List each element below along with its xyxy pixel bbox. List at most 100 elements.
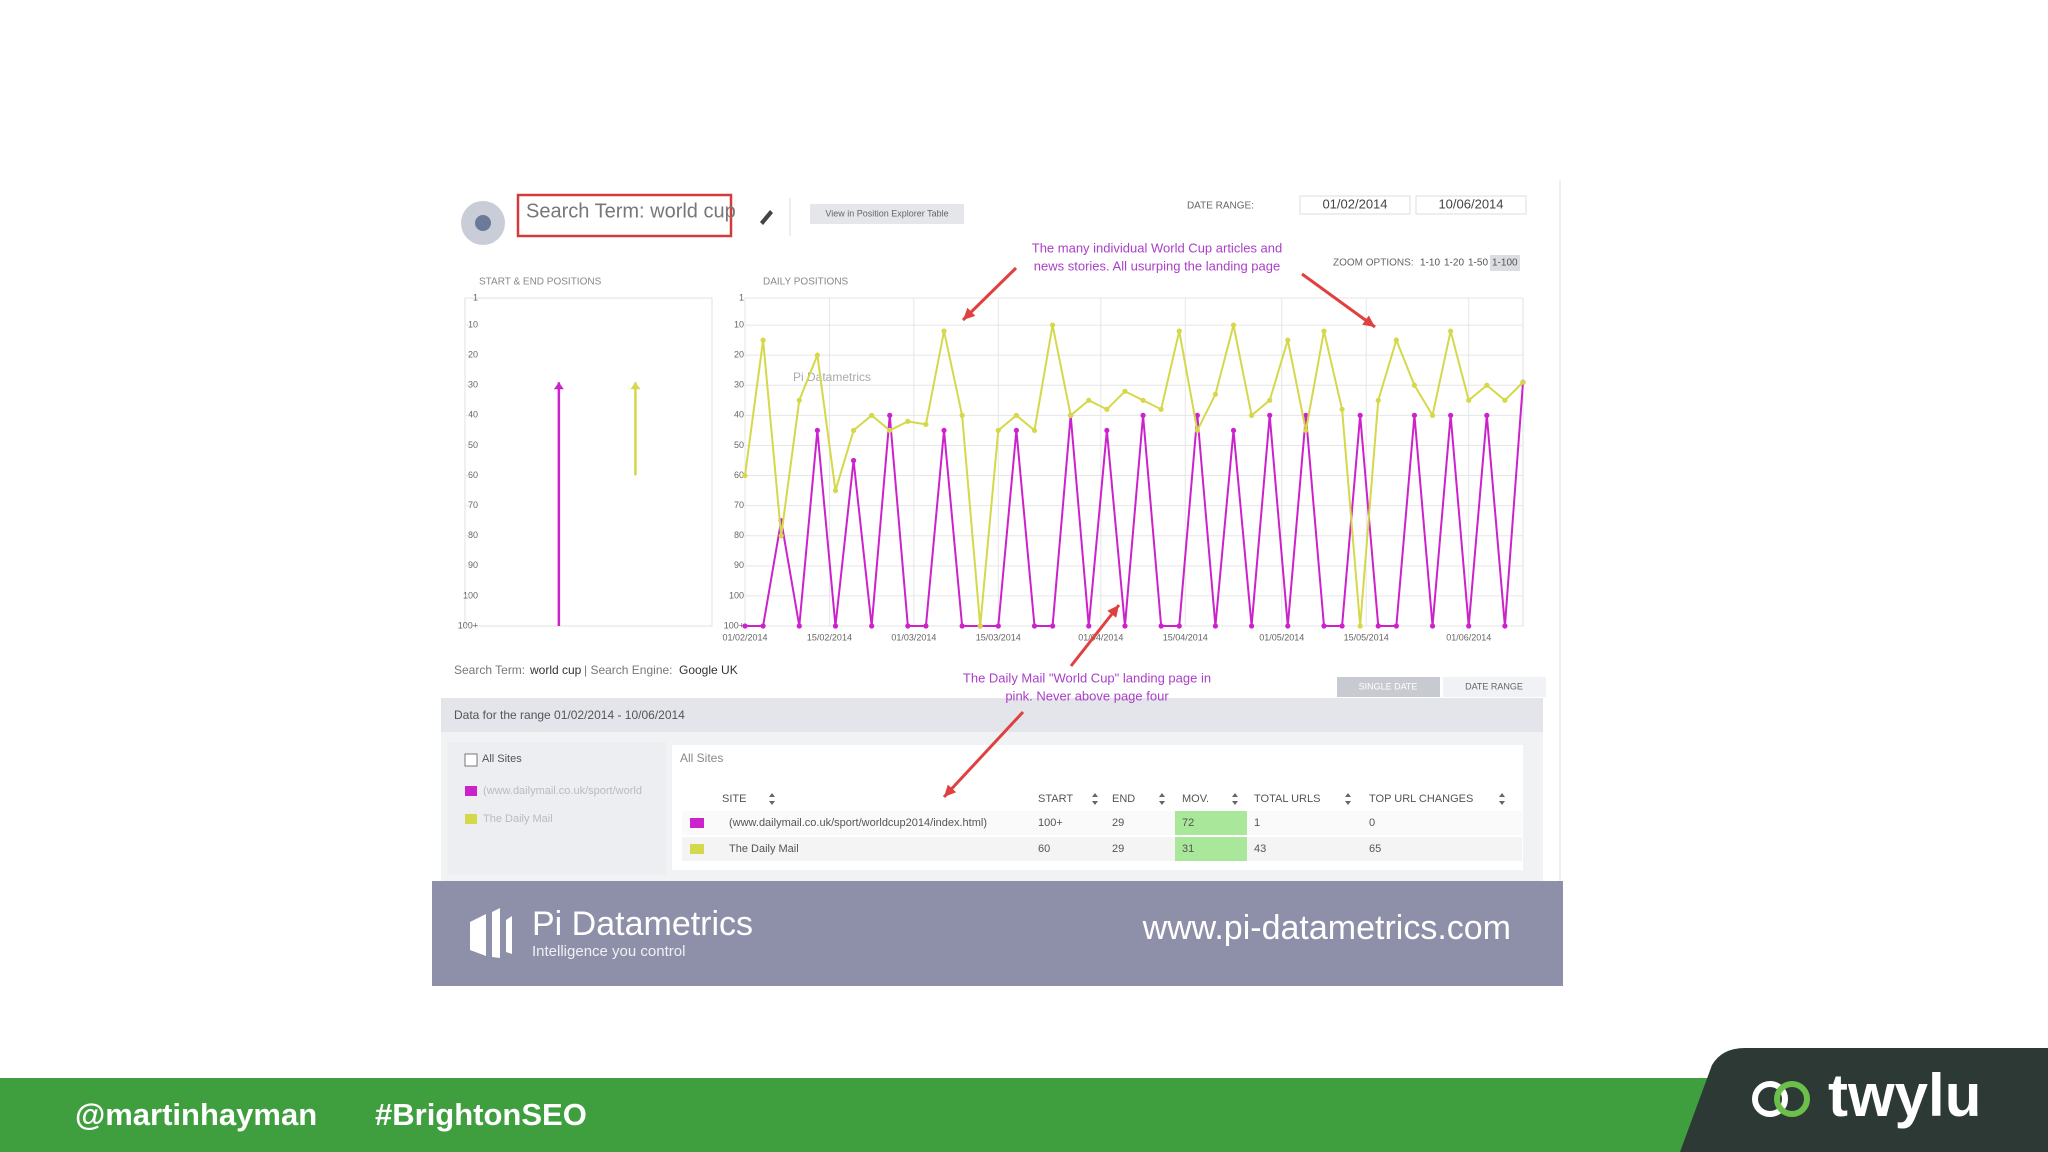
column-header[interactable]: MOV. [1182,793,1209,805]
mov-cell [1175,811,1247,835]
annotation: pink. Never above page four [1005,688,1169,703]
y-tick-label: 30 [734,380,744,390]
series-point [1194,412,1200,418]
table-cell: 31 [1182,843,1194,855]
y-tick-label: 10 [734,319,744,329]
series-point [814,352,820,358]
sort-icon[interactable] [1159,793,1165,805]
handle: @martinhayman [75,1097,317,1132]
y-tick-label: 100+ [458,620,478,630]
x-tick-label: 01/02/2014 [722,632,767,642]
sort-icon[interactable] [769,793,775,805]
profile-icon-dot [475,215,491,231]
series-point [941,328,947,334]
series-point [959,623,965,629]
series-point [1031,623,1038,629]
legend-label[interactable]: The Daily Mail [483,813,553,825]
x-tick-label: 15/05/2014 [1344,632,1389,642]
date-range-label: DATE RANGE: [1187,201,1254,212]
y-tick-label: 40 [468,410,478,420]
series-point [1194,427,1200,434]
series-line [745,382,1524,627]
arrow-head [963,307,976,320]
series-point [1140,397,1146,403]
series-point [1285,337,1291,343]
footer-brand: Pi Datametrics [532,905,753,943]
series-point [778,533,784,539]
series-point [1321,623,1327,629]
table-cell: 29 [1112,817,1124,829]
series-point [1429,412,1436,418]
series-point [923,623,929,629]
table-cell: 65 [1369,843,1381,855]
series-point [1339,406,1345,412]
series-point [1158,623,1164,629]
column-header[interactable]: START [1038,793,1073,805]
search-term-box[interactable] [516,193,733,238]
all-sites-checkbox[interactable] [464,753,478,767]
column-header[interactable]: TOTAL URLS [1254,793,1320,805]
series-point [1448,328,1454,334]
series-point [1357,623,1363,629]
search-info: | Search Engine: [584,663,673,677]
y-tick-label: 10 [468,319,478,329]
series-point [1502,623,1508,629]
series-point [742,472,748,479]
series-point [1411,382,1418,388]
y-tick-label: 100 [729,590,744,600]
series-point [1249,623,1255,629]
row-bg [682,811,1522,835]
series-point [1466,623,1472,629]
info: Search Term: world cup | Search Engine: Goo… [454,663,738,677]
column-header[interactable]: SITE [722,793,746,805]
table-button[interactable] [810,204,964,224]
sort-icon[interactable] [1092,793,1098,805]
sort-icon[interactable] [1345,793,1351,805]
date-to-box[interactable] [1415,195,1527,215]
series-point [1122,623,1128,629]
y-tick-label: 100 [463,590,478,600]
range-arrow [553,382,564,390]
sort-icon[interactable] [1232,793,1238,805]
x-tick-label: 01/05/2014 [1259,632,1304,642]
series-point [1375,397,1381,403]
zoom-option[interactable]: 1-10 [1420,258,1440,269]
y-tick-label: 60 [468,470,478,480]
zoom-option[interactable]: 1-50 [1468,258,1488,269]
series-point [995,427,1001,434]
edit-icon[interactable] [760,210,773,225]
logo-text: twylu [1828,1062,1981,1129]
table: SITE START END MOV. TOTAL URLS TOP URL CHANGE… [682,793,1522,861]
mov-cell [1175,837,1247,861]
column-header[interactable]: TOP URL CHANGES [1369,793,1473,805]
series-point [1429,623,1436,629]
series-point [742,623,748,629]
series-point [1086,623,1092,629]
series-point [760,337,766,343]
date-range-button[interactable] [1443,677,1546,697]
series-point [1484,412,1490,418]
zoom-option[interactable]: 1-100 [1492,258,1518,269]
charts: START & END POSITIONS1102030405060708090… [458,277,1526,642]
zoom-selected[interactable] [1490,255,1520,271]
range-band [441,698,1543,732]
series-point [832,623,839,629]
single-date-button[interactable] [1337,677,1440,697]
annotation-arrow [1301,272,1376,329]
series-point [923,421,929,427]
legend-label[interactable]: (www.dailymail.co.uk/sport/world [483,785,642,797]
hashtag: #BrightonSEO [375,1097,587,1132]
series-point [1104,406,1110,412]
series-point [1411,412,1418,418]
legend: (www.dailymail.co.uk/sport/world The Dail… [465,785,642,825]
single-date-label: SINGLE DATE [1359,681,1418,691]
sort-icon[interactable] [1499,793,1505,805]
search-info: world cup [529,663,582,677]
column-header[interactable]: END [1112,793,1135,805]
date-from-box[interactable] [1299,195,1411,215]
row-swatch [690,818,704,828]
zoom-option[interactable]: 1-20 [1444,258,1464,269]
series-point [850,427,857,434]
